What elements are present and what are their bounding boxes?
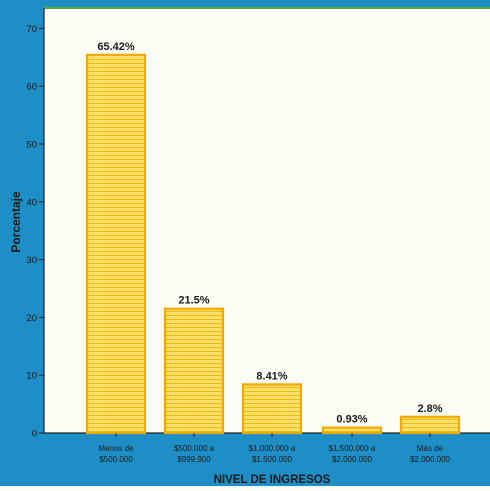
bar-data-label: 65.42% xyxy=(97,41,135,53)
x-tick-label: $999.900 xyxy=(177,455,211,464)
x-tick-label: $2.000.000 xyxy=(332,455,373,464)
x-axis-title: NIVEL DE INGRESOS xyxy=(214,474,331,486)
x-tick-label: $500.000 xyxy=(99,455,133,464)
bar-data-label: 2.8% xyxy=(417,403,442,415)
y-tick-label: 0 xyxy=(32,429,37,440)
y-axis-title: Porcentaje xyxy=(9,191,23,253)
bar xyxy=(243,384,301,433)
bar xyxy=(165,309,223,433)
x-tick-label: $1.500.000 xyxy=(252,455,293,464)
y-tick-label: 10 xyxy=(26,371,37,382)
bar-data-label: 0.93% xyxy=(336,414,367,426)
y-tick-label: 20 xyxy=(26,313,37,324)
bar-data-label: 8.41% xyxy=(256,370,287,382)
y-tick-label: 40 xyxy=(26,197,37,208)
bar xyxy=(323,428,381,433)
x-tick-label: Menos de xyxy=(98,444,134,453)
bar xyxy=(87,55,145,433)
y-tick-label: 60 xyxy=(26,82,37,93)
bar-data-label: 21.5% xyxy=(178,295,209,307)
x-tick-label: Más de xyxy=(417,444,444,453)
bar xyxy=(401,417,459,433)
x-tick-label: $1.500.000 a xyxy=(329,444,376,453)
y-tick-label: 50 xyxy=(26,140,37,151)
x-tick-label: $1.000.000 a xyxy=(249,444,296,453)
y-tick-label: 70 xyxy=(26,24,37,35)
y-tick-label: 30 xyxy=(26,255,37,266)
x-tick-label: $2.000.000 xyxy=(410,455,451,464)
x-tick-label: $500.000 a xyxy=(174,444,215,453)
